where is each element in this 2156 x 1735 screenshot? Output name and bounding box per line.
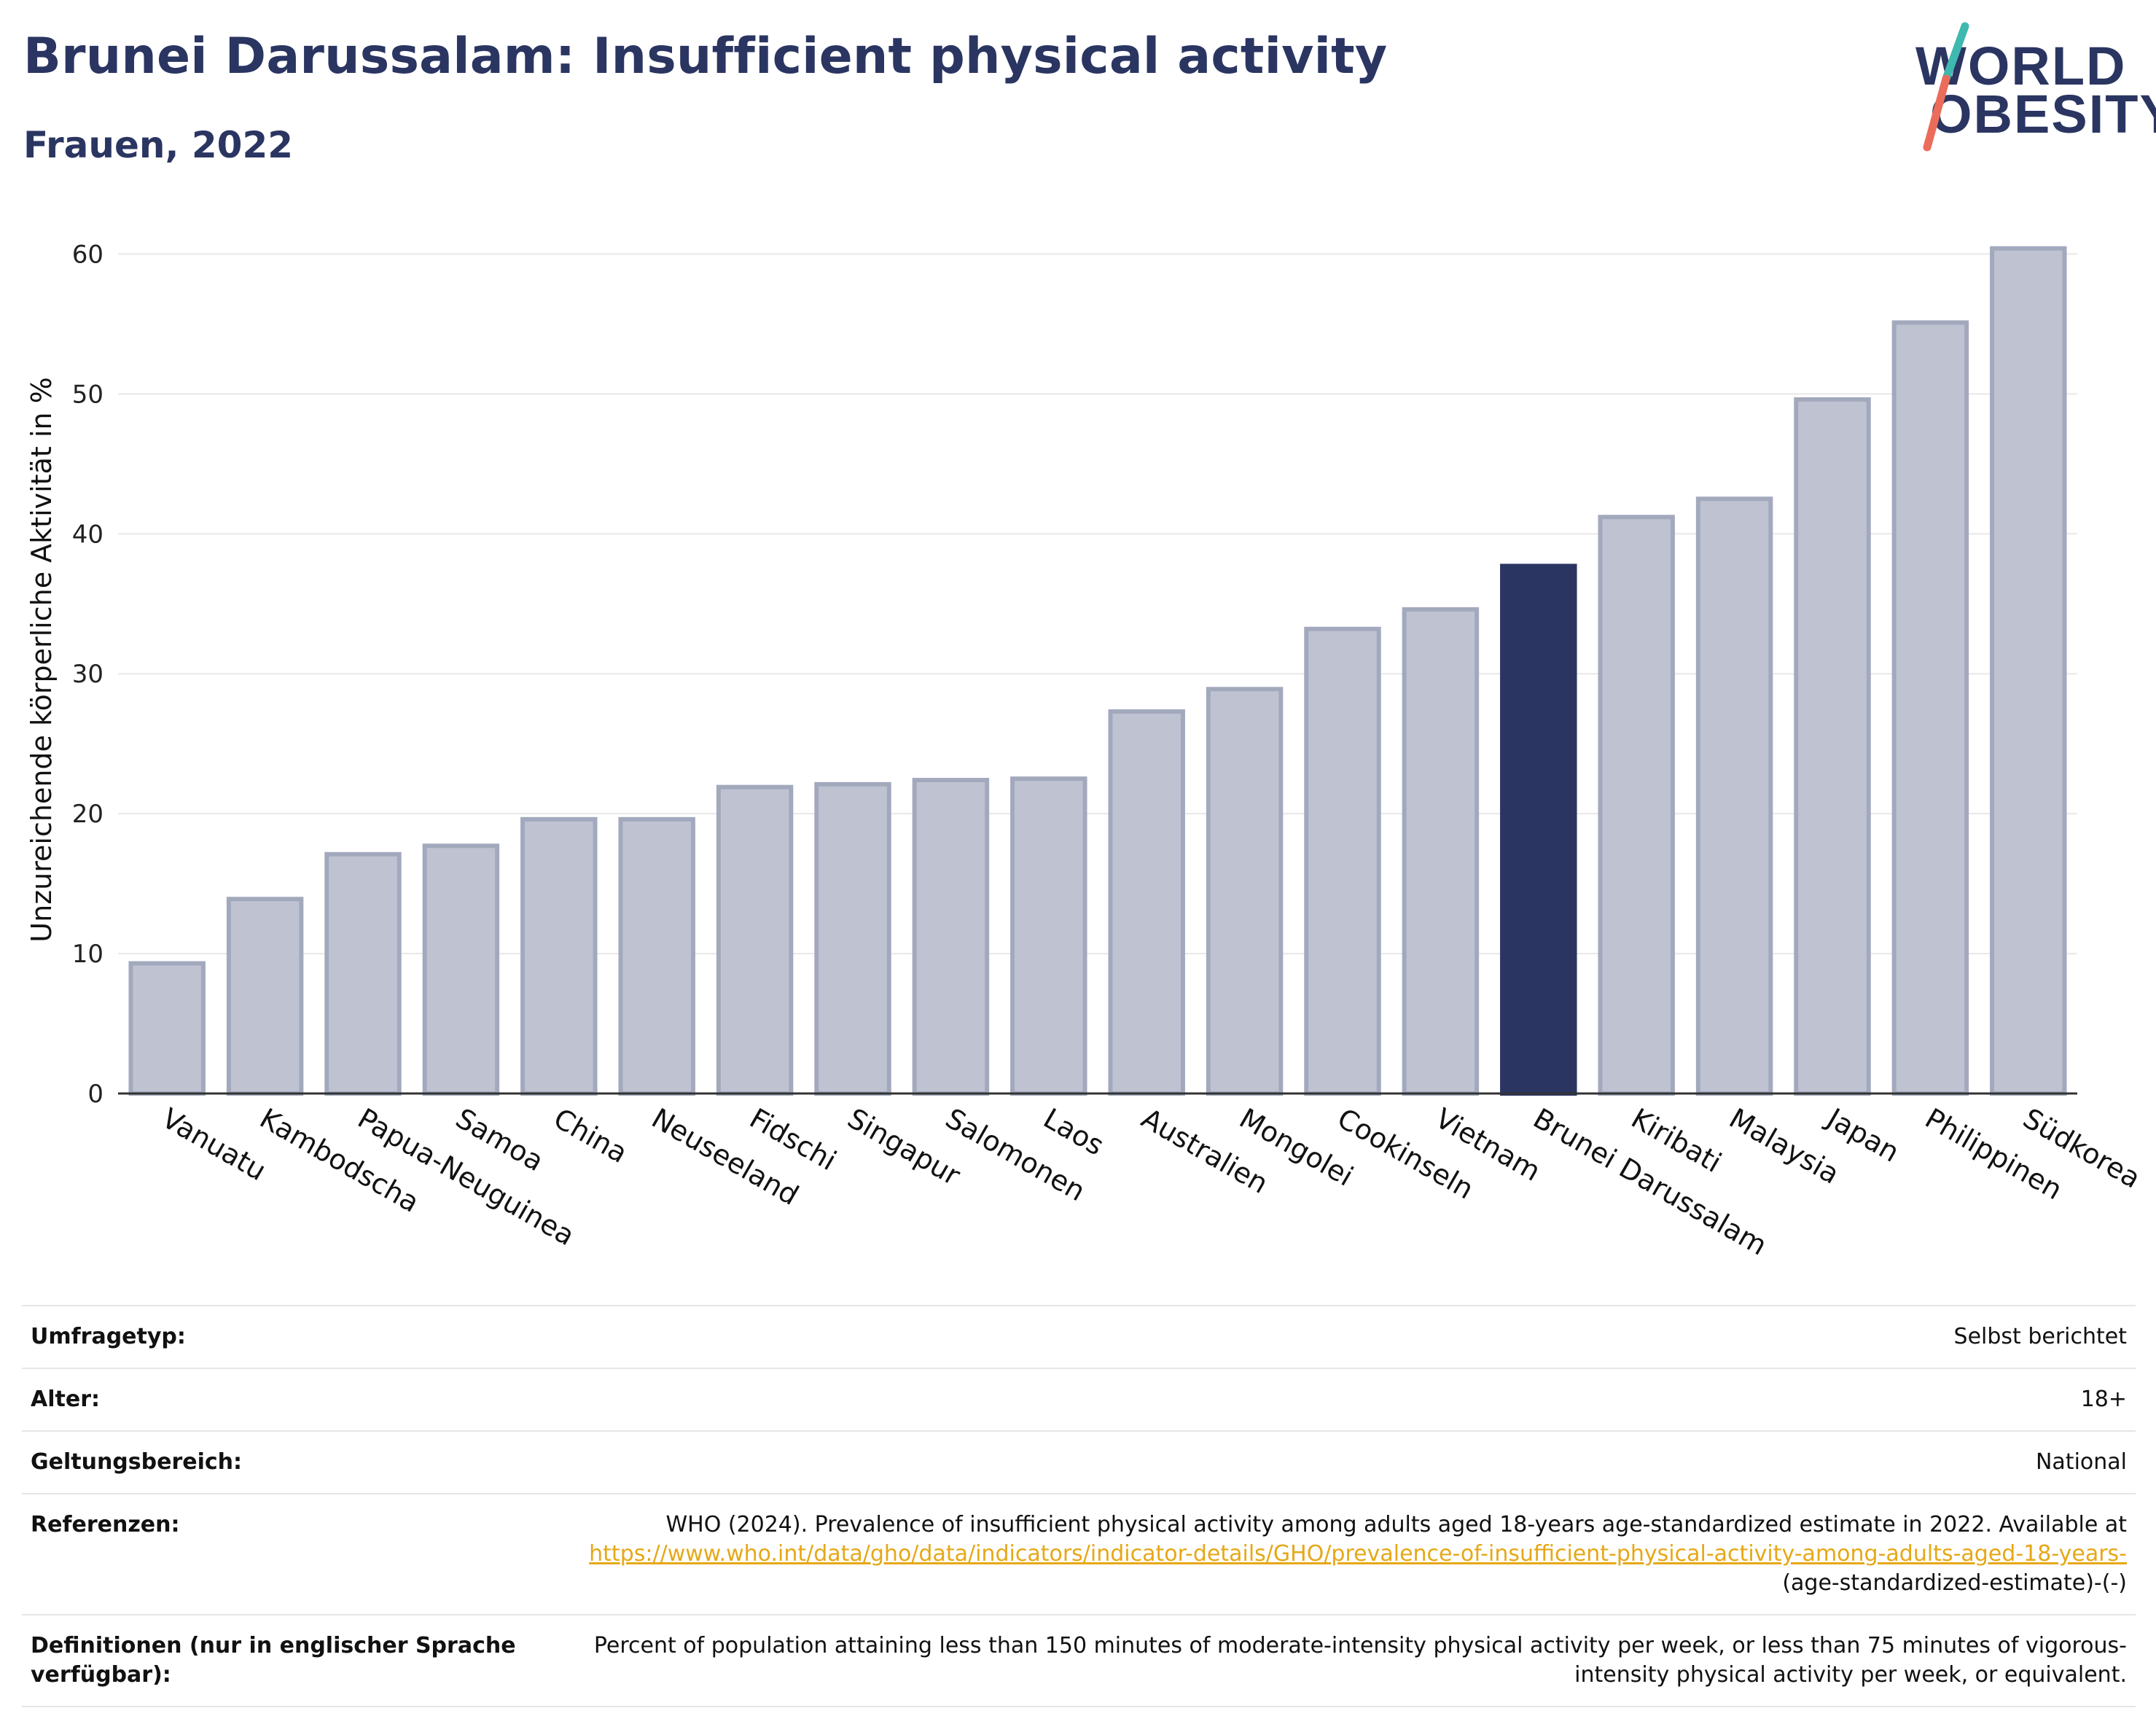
logo-slash-icon (1923, 22, 1969, 152)
age-value: 18+ (550, 1368, 2136, 1431)
references-label: Referenzen: (22, 1493, 550, 1615)
survey-type-value: Selbst berichtet (550, 1305, 2136, 1368)
bars (128, 246, 2067, 1096)
bar-papua-neuguinea (324, 851, 402, 1096)
age-label: Alter: (22, 1368, 550, 1431)
definitions-label: Definitionen (nur in englischer Sprache … (22, 1614, 550, 1707)
bar-vietnam (1402, 607, 1480, 1096)
logo-line-2: OBESITY (1930, 84, 2156, 144)
bar-singapur (814, 781, 891, 1096)
bar-australien (1108, 709, 1185, 1096)
page-title: Brunei Darussalam: Insufficient physical… (23, 28, 1388, 85)
references-link[interactable]: https://www.who.int/data/gho/data/indica… (589, 1541, 2127, 1567)
bar-s-dkorea (1990, 246, 2067, 1096)
meta-row-scope: Geltungsbereich: National (22, 1430, 2136, 1494)
bar-vanuatu (128, 961, 206, 1096)
y-axis-ticks: 0 10 20 30 40 50 60 (72, 240, 103, 1109)
references-text: WHO (2024). Prevalence of insufficient p… (665, 1512, 2127, 1537)
y-tick-label: 60 (72, 240, 103, 269)
bar-cookinseln (1304, 626, 1381, 1096)
bar-fidschi (716, 784, 794, 1096)
bar-laos (1010, 776, 1087, 1096)
meta-row-references: Referenzen: WHO (2024). Prevalence of in… (22, 1493, 2136, 1615)
bar-china (520, 816, 598, 1096)
definitions-value: Percent of population attaining less tha… (550, 1614, 2136, 1707)
survey-type-label: Umfragetyp: (22, 1305, 550, 1368)
scope-value: National (550, 1430, 2136, 1494)
x-tick-label: Laos (1038, 1102, 1109, 1162)
bar-philippinen (1891, 320, 1969, 1096)
x-tick-label: Malaysia (1724, 1102, 1845, 1190)
world-obesity-logo: WORLD OBESITY (1895, 22, 2156, 153)
scope-label: Geltungsbereich: (22, 1430, 550, 1494)
x-tick-label: China (548, 1102, 633, 1169)
meta-row-survey: Umfragetyp: Selbst berichtet (22, 1305, 2136, 1368)
y-tick-label: 20 (72, 800, 103, 829)
grid-lines (118, 253, 2077, 955)
bar-malaysia (1695, 496, 1773, 1096)
y-axis-label: Unzureichende körperliche Aktivität in % (26, 377, 58, 942)
meta-row-age: Alter: 18+ (22, 1368, 2136, 1431)
bar-kiribati (1598, 515, 1675, 1096)
bar-chart: 0 10 20 30 40 50 60 VanuatuKambodschaPapua-Neu… (26, 240, 2146, 1262)
references-value: WHO (2024). Prevalence of insufficient p… (550, 1493, 2136, 1615)
references-suffix: (age-standardized-estimate)-(-) (1782, 1570, 2127, 1596)
x-tick-label: Singapur (843, 1102, 966, 1192)
bar-brunei-darussalam (1500, 564, 1577, 1096)
y-tick-label: 50 (72, 380, 103, 409)
bar-samoa (422, 843, 500, 1096)
y-tick-label: 30 (72, 660, 103, 689)
y-tick-label: 10 (72, 940, 103, 969)
x-axis-ticks: VanuatuKambodschaPapua-NeuguineaSamoaChi… (157, 1102, 2146, 1262)
y-tick-label: 40 (72, 520, 103, 549)
metadata-table: Umfragetyp: Selbst berichtet Alter: 18+ … (22, 1305, 2136, 1707)
bar-mongolei (1206, 687, 1284, 1096)
bar-japan (1794, 397, 1871, 1096)
page-subtitle: Frauen, 2022 (23, 124, 294, 166)
bar-neuseeland (618, 816, 695, 1096)
y-tick-label: 0 (87, 1080, 103, 1109)
meta-row-definitions: Definitionen (nur in englischer Sprache … (22, 1614, 2136, 1707)
bar-kambodscha (226, 897, 304, 1096)
bar-salomonen (912, 778, 990, 1096)
x-tick-label: Vanuatu (157, 1102, 272, 1187)
